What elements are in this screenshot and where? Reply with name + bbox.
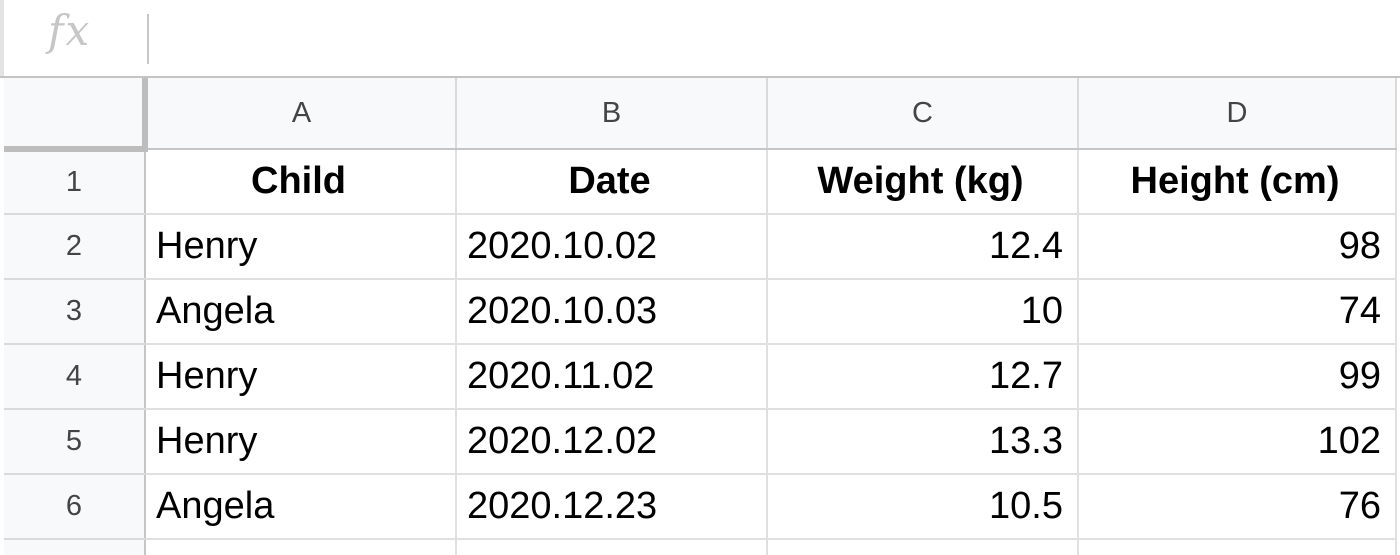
row-header[interactable]: 3 bbox=[4, 279, 146, 345]
row-header[interactable]: 5 bbox=[4, 409, 146, 475]
cell-a4[interactable]: Henry bbox=[145, 344, 457, 410]
cell-a5[interactable]: Henry bbox=[145, 409, 457, 475]
formula-input[interactable] bbox=[154, 10, 1394, 66]
cell-d1[interactable]: Height (cm) bbox=[1078, 149, 1397, 215]
cell-b4[interactable]: 2020.11.02 bbox=[456, 344, 768, 410]
cell-d3[interactable]: 74 bbox=[1078, 279, 1397, 345]
cell-c6[interactable]: 10.5 bbox=[767, 474, 1079, 540]
cell-c4[interactable]: 12.7 bbox=[767, 344, 1079, 410]
function-icon: fx bbox=[48, 6, 92, 55]
cell-d4[interactable]: 99 bbox=[1078, 344, 1397, 410]
row-header[interactable] bbox=[4, 539, 146, 555]
cell-a2[interactable]: Henry bbox=[145, 214, 457, 280]
cell-a7[interactable] bbox=[145, 539, 457, 555]
cell-d5[interactable]: 102 bbox=[1078, 409, 1397, 475]
cell-c7[interactable] bbox=[767, 539, 1079, 555]
row-header[interactable]: 1 bbox=[4, 149, 146, 215]
cell-a6[interactable]: Angela bbox=[145, 474, 457, 540]
table-row: 6 Angela 2020.12.23 10.5 76 bbox=[4, 474, 1397, 540]
sheet-grid: A B C D 1 Child Date Weight (kg) Height … bbox=[0, 76, 1400, 555]
cell-a3[interactable]: Angela bbox=[145, 279, 457, 345]
cell-b1[interactable]: Date bbox=[456, 149, 768, 215]
table-row: 2 Henry 2020.10.02 12.4 98 bbox=[4, 214, 1397, 280]
cell-a1[interactable]: Child bbox=[145, 149, 457, 215]
column-header-a[interactable]: A bbox=[145, 78, 457, 150]
cell-b6[interactable]: 2020.12.23 bbox=[456, 474, 768, 540]
cell-b3[interactable]: 2020.10.03 bbox=[456, 279, 768, 345]
cell-d2[interactable]: 98 bbox=[1078, 214, 1397, 280]
cell-c5[interactable]: 13.3 bbox=[767, 409, 1079, 475]
column-header-c[interactable]: C bbox=[767, 78, 1079, 150]
cell-d6[interactable]: 76 bbox=[1078, 474, 1397, 540]
sheet-table: A B C D 1 Child Date Weight (kg) Height … bbox=[4, 78, 1397, 555]
cell-c3[interactable]: 10 bbox=[767, 279, 1079, 345]
cell-b5[interactable]: 2020.12.02 bbox=[456, 409, 768, 475]
cell-c2[interactable]: 12.4 bbox=[767, 214, 1079, 280]
select-all-corner[interactable] bbox=[4, 78, 148, 152]
row-header[interactable]: 2 bbox=[4, 214, 146, 280]
table-row: 3 Angela 2020.10.03 10 74 bbox=[4, 279, 1397, 345]
table-row: 1 Child Date Weight (kg) Height (cm) bbox=[4, 149, 1397, 215]
column-header-b[interactable]: B bbox=[456, 78, 768, 150]
table-row: 5 Henry 2020.12.02 13.3 102 bbox=[4, 409, 1397, 475]
row-header[interactable]: 4 bbox=[4, 344, 146, 410]
table-row: 4 Henry 2020.11.02 12.7 99 bbox=[4, 344, 1397, 410]
row-header[interactable]: 6 bbox=[4, 474, 146, 540]
cell-b7[interactable] bbox=[456, 539, 768, 555]
formula-bar: fx bbox=[0, 0, 1400, 76]
formula-bar-divider bbox=[147, 14, 149, 64]
cell-c1[interactable]: Weight (kg) bbox=[767, 149, 1079, 215]
column-header-d[interactable]: D bbox=[1078, 78, 1397, 150]
cell-b2[interactable]: 2020.10.02 bbox=[456, 214, 768, 280]
cell-d7[interactable] bbox=[1078, 539, 1397, 555]
table-row-partial bbox=[4, 539, 1397, 555]
